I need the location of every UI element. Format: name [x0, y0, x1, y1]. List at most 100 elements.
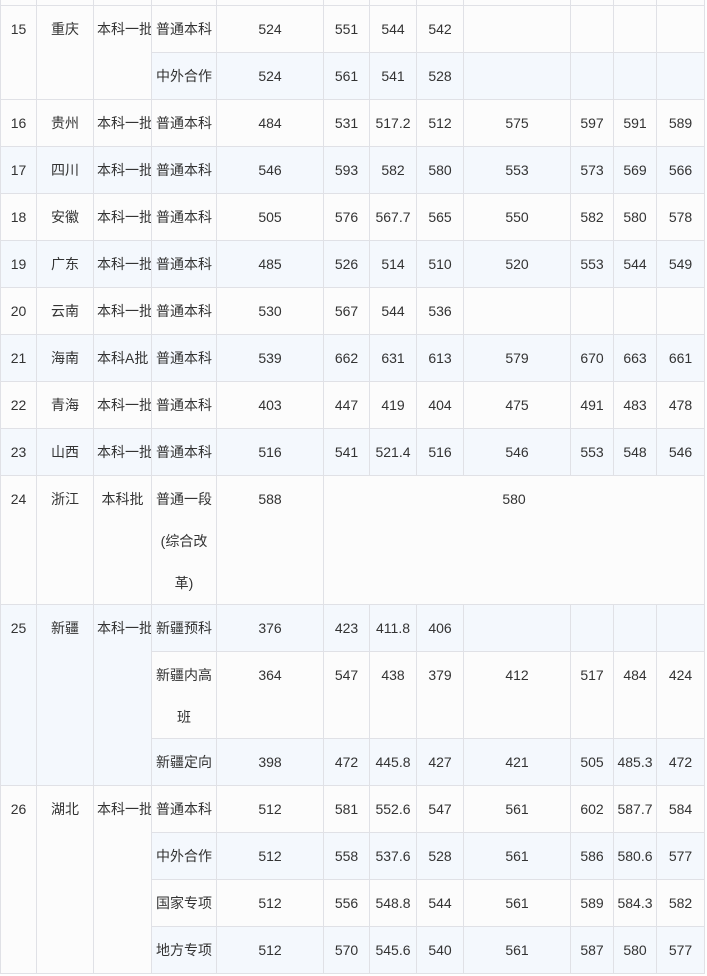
cell-score: 547 [416, 784, 464, 833]
cell-score: 512 [216, 878, 324, 927]
cell-score: 421 [463, 737, 571, 786]
cell-score: 512 [216, 784, 324, 833]
cell-score [613, 4, 657, 53]
cell-province: 新疆 [36, 603, 94, 786]
cell-score: 517 [570, 650, 614, 739]
cell-score: 544 [416, 878, 464, 927]
cell-merged-score: 580 [323, 474, 705, 605]
cell-score [613, 603, 657, 652]
cell-score [613, 286, 657, 335]
cell-batch: 本科一批 [93, 192, 152, 241]
cell-score: 546 [463, 427, 571, 476]
cell-batch: 本科一批 [93, 145, 152, 194]
cell-score: 524 [216, 4, 324, 53]
cell-type: 中外合作 [151, 51, 217, 100]
cell-score: 663 [613, 333, 657, 382]
cell-index: 26 [0, 784, 37, 974]
cell-score: 491 [570, 380, 614, 429]
cell-batch: 本科一批 [93, 427, 152, 476]
cell-batch: 本科一批 [93, 4, 152, 100]
cell-score: 584 [656, 784, 705, 833]
cell-score: 581 [323, 784, 370, 833]
cell-score: 561 [463, 831, 571, 880]
cell-score: 521.4 [369, 427, 417, 476]
cell-score: 520 [463, 239, 571, 288]
table-row: 19 广东 本科一批 普通本科 485 526 514 510 520 553 544 549 [0, 239, 705, 288]
table-row: 国家专项 512 556 548.8 544 561 589 584.3 582 [1, 878, 705, 927]
cell-province: 重庆 [36, 4, 94, 100]
cell-score: 514 [369, 239, 417, 288]
cell-score: 631 [369, 333, 417, 382]
cell-score: 517.2 [369, 98, 417, 147]
table-row: 25 新疆 本科一批 新疆预科 376 423 411.8 406 [0, 603, 705, 786]
cell-score: 593 [323, 145, 370, 194]
cell-score [463, 603, 571, 652]
cell-score [656, 286, 705, 335]
cell-type: 普通本科 [151, 239, 217, 288]
cell-batch: 本科一批 [93, 380, 152, 429]
cell-score: 484 [216, 98, 324, 147]
cell-type: 普通本科 [151, 4, 217, 53]
cell-score: 546 [216, 145, 324, 194]
cell-province: 湖北 [36, 784, 94, 974]
cell-score: 404 [416, 380, 464, 429]
cell-score: 484 [613, 650, 657, 739]
cell-batch: 本科一批 [93, 603, 152, 786]
cell-score: 398 [216, 737, 324, 786]
cell-score: 475 [463, 380, 571, 429]
table-row: 20 云南 本科一批 普通本科 530 567 544 536 [0, 286, 705, 335]
cell-score: 472 [323, 737, 370, 786]
cell-score [656, 51, 705, 100]
cell-score: 662 [323, 333, 370, 382]
cell-score: 576 [323, 192, 370, 241]
cell-score: 580 [613, 192, 657, 241]
table-row: 16 贵州 本科一批 普通本科 484 531 517.2 512 575 597 591 589 [0, 98, 705, 147]
cell-province: 安徽 [36, 192, 94, 241]
cell-score: 423 [323, 603, 370, 652]
cell-score: 539 [216, 333, 324, 382]
cell-province: 青海 [36, 380, 94, 429]
table-row: 新疆定向 398 472 445.8 427 421 505 485.3 472 [1, 737, 705, 786]
cell-index: 15 [0, 4, 37, 100]
cell-score: 545.6 [369, 925, 417, 974]
cell-score: 376 [216, 603, 324, 652]
table-row: 新疆内高班 364 547 438 379 412 517 484 424 [1, 650, 705, 739]
cell-score: 541 [369, 51, 417, 100]
cell-province: 山西 [36, 427, 94, 476]
cell-index: 24 [0, 474, 37, 605]
cell-index: 18 [0, 192, 37, 241]
cell-score: 582 [656, 878, 705, 927]
cell-score: 561 [463, 878, 571, 927]
cell-index: 16 [0, 98, 37, 147]
cell-province: 贵州 [36, 98, 94, 147]
cell-score [613, 51, 657, 100]
cell-score: 542 [416, 4, 464, 53]
cell-batch: 本科批 [93, 474, 152, 605]
cell-score: 602 [570, 784, 614, 833]
table-row: 26 湖北 本科一批 普通本科 512 581 552.6 547 561 602 587.7 584 [0, 784, 705, 974]
cell-score: 512 [216, 831, 324, 880]
cell-province: 浙江 [36, 474, 94, 605]
cell-score: 561 [463, 925, 571, 974]
cell-batch: 本科一批 [93, 239, 152, 288]
table-row: 22 青海 本科一批 普通本科 403 447 419 404 475 491 483 478 [0, 380, 705, 429]
cell-score: 478 [656, 380, 705, 429]
cell-score: 424 [656, 650, 705, 739]
cell-score [570, 51, 614, 100]
cell-index: 25 [0, 603, 37, 786]
cell-batch: 本科一批 [93, 784, 152, 974]
cell-score: 558 [323, 831, 370, 880]
cell-score: 580 [613, 925, 657, 974]
cell-score: 551 [323, 4, 370, 53]
cell-score: 483 [613, 380, 657, 429]
table-row: 中外合作 524 561 541 528 [1, 51, 705, 100]
cell-index: 23 [0, 427, 37, 476]
cell-type: 普通本科 [151, 380, 217, 429]
cell-score: 406 [416, 603, 464, 652]
table-row: 地方专项 512 570 545.6 540 561 587 580 577 [1, 925, 705, 974]
cell-score: 587.7 [613, 784, 657, 833]
cell-score: 565 [416, 192, 464, 241]
cell-score: 613 [416, 333, 464, 382]
